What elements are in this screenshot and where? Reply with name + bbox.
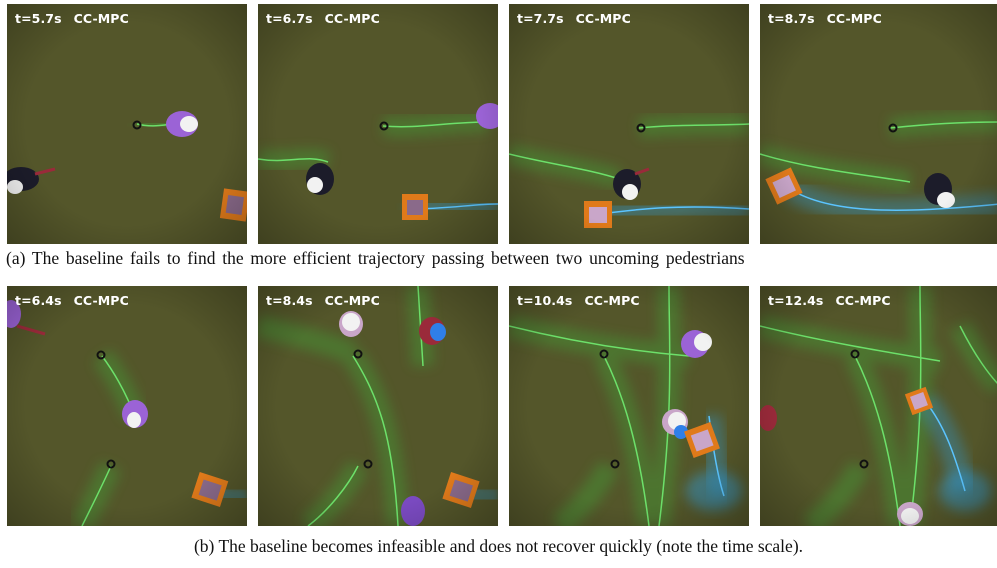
time-stamp: t=8.7s [768,11,815,26]
figure-row-a: t=5.7s CC-MPC t=6.7s CC-MPC [7,4,997,244]
photo-panel-b3: t=10.4s CC-MPC [509,286,749,526]
panel-label: t=8.7s CC-MPC [768,11,882,26]
time-stamp: t=8.4s [266,293,313,308]
panel-label: t=8.4s CC-MPC [266,293,380,308]
method-label: CC-MPC [73,11,129,26]
figure-row-b: t=6.4s CC-MPC [7,286,997,526]
method-label: CC-MPC [835,293,891,308]
panel-label: t=6.4s CC-MPC [15,293,129,308]
photo-panel-a4: t=8.7s CC-MPC [760,4,997,244]
method-label: CC-MPC [73,293,129,308]
photo-panel-a1: t=5.7s CC-MPC [7,4,247,244]
time-stamp: t=5.7s [15,11,62,26]
panel-label: t=5.7s CC-MPC [15,11,129,26]
time-stamp: t=7.7s [517,11,564,26]
panel-label: t=6.7s CC-MPC [266,11,380,26]
photo-panel-b4: t=12.4s CC-MPC [760,286,997,526]
panel-label: t=10.4s CC-MPC [517,293,640,308]
photo-panel-a3: t=7.7s CC-MPC [509,4,749,244]
method-label: CC-MPC [584,293,640,308]
caption-b: (b) The baseline becomes infeasible and … [193,536,804,556]
method-label: CC-MPC [826,11,882,26]
time-stamp: t=12.4s [768,293,824,308]
photo-panel-b1: t=6.4s CC-MPC [7,286,247,526]
time-stamp: t=6.4s [15,293,62,308]
time-stamp: t=10.4s [517,293,573,308]
method-label: CC-MPC [324,293,380,308]
method-label: CC-MPC [575,11,631,26]
panel-label: t=12.4s CC-MPC [768,293,891,308]
photo-panel-a2: t=6.7s CC-MPC [258,4,498,244]
caption-a: (a) The baseline fails to find the more … [6,248,745,268]
time-stamp: t=6.7s [266,11,313,26]
panel-label: t=7.7s CC-MPC [517,11,631,26]
photo-panel-b2: t=8.4s CC-MPC [258,286,498,526]
method-label: CC-MPC [324,11,380,26]
